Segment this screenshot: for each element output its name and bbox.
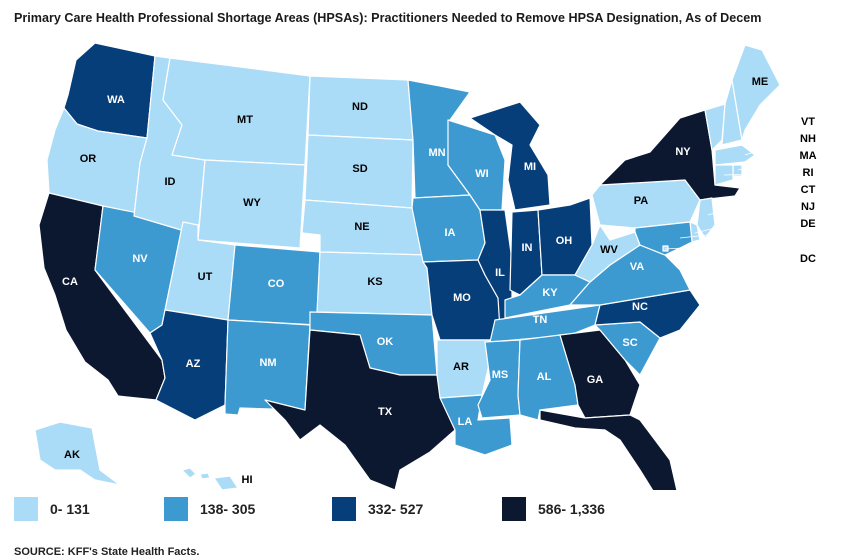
state-label-AK: AK: [64, 449, 80, 461]
state-MA[interactable]: [714, 144, 756, 166]
legend-swatch: [14, 497, 38, 521]
state-MD[interactable]: [634, 221, 693, 256]
state-CA[interactable]: [38, 192, 166, 401]
state-FL[interactable]: [539, 409, 678, 490]
legend-item-138-305[interactable]: 138- 305: [164, 497, 255, 521]
state-label-AR: AR: [453, 361, 469, 373]
state-label-MI: MI: [524, 161, 536, 173]
legend-label: 586- 1,336: [538, 501, 605, 517]
state-label-KY: KY: [542, 287, 558, 299]
legend-label: 0- 131: [50, 501, 90, 517]
legend-swatch: [164, 497, 188, 521]
state-AK[interactable]: [34, 421, 121, 486]
state-label-NJ: NJ: [801, 201, 815, 213]
state-label-HI: HI: [242, 474, 253, 486]
state-HI[interactable]: [181, 467, 239, 490]
state-DC[interactable]: [662, 245, 669, 252]
state-label-TN: TN: [533, 314, 548, 326]
map-title: Primary Care Health Professional Shortag…: [14, 11, 762, 25]
state-label-MN: MN: [428, 147, 445, 159]
state-label-DE: DE: [800, 218, 815, 230]
state-label-ME: ME: [752, 76, 769, 88]
state-label-MS: MS: [492, 369, 509, 381]
legend-swatch: [502, 497, 526, 521]
state-label-NC: NC: [632, 301, 648, 313]
state-label-MO: MO: [453, 292, 471, 304]
state-IL[interactable]: [477, 209, 513, 331]
state-label-WY: WY: [243, 197, 261, 209]
state-label-FL: FL: [613, 451, 627, 463]
state-ME[interactable]: [731, 44, 781, 141]
state-label-GA: GA: [587, 374, 604, 386]
state-label-IA: IA: [445, 227, 456, 239]
state-label-ND: ND: [352, 101, 368, 113]
state-label-LA: LA: [458, 416, 473, 428]
state-label-TX: TX: [378, 406, 393, 418]
state-label-CT: CT: [801, 184, 816, 196]
state-TX[interactable]: [264, 329, 456, 490]
state-label-KS: KS: [367, 276, 382, 288]
state-label-PA: PA: [634, 195, 649, 207]
state-label-CA: CA: [62, 276, 78, 288]
state-label-SC: SC: [622, 337, 637, 349]
state-label-NH: NH: [800, 133, 816, 145]
state-NY[interactable]: [599, 109, 741, 201]
state-label-UT: UT: [198, 271, 213, 283]
state-TN[interactable]: [489, 304, 601, 343]
state-WY[interactable]: [197, 159, 306, 249]
state-label-WV: WV: [600, 244, 618, 256]
state-label-OR: OR: [80, 153, 97, 165]
legend-swatch: [332, 497, 356, 521]
state-label-AL: AL: [537, 371, 552, 383]
state-label-MT: MT: [237, 114, 253, 126]
state-label-NY: NY: [675, 146, 691, 158]
state-label-DC: DC: [800, 253, 816, 265]
state-label-VT: VT: [801, 116, 815, 128]
state-label-RI: RI: [803, 167, 814, 179]
state-label-NE: NE: [354, 221, 369, 233]
state-label-WI: WI: [475, 168, 488, 180]
state-NJ[interactable]: [696, 197, 716, 239]
legend-label: 332- 527: [368, 501, 424, 517]
state-label-OH: OH: [556, 235, 573, 247]
state-label-AZ: AZ: [186, 358, 201, 370]
state-WV[interactable]: [574, 224, 641, 283]
state-label-ID: ID: [165, 176, 176, 188]
states-layer: [34, 42, 781, 490]
source-note: SOURCE: KFF's State Health Facts.: [14, 546, 200, 558]
state-label-MD: MD: [799, 236, 816, 248]
state-label-CO: CO: [268, 278, 285, 290]
state-label-SD: SD: [352, 163, 367, 175]
state-labels: WA OR CA NV ID MT WY UT AZ CO NM ND SD NE KS OK TX MN IA MO…: [62, 76, 817, 486]
state-label-WA: WA: [107, 94, 125, 106]
state-label-MA: MA: [799, 150, 816, 162]
label-leader-lines: [664, 121, 796, 250]
state-label-VA: VA: [630, 261, 645, 273]
legend-label: 138- 305: [200, 501, 256, 517]
state-MT[interactable]: [162, 57, 311, 166]
state-label-NM: NM: [259, 357, 276, 369]
us-choropleth-map: WA OR CA NV ID MT WY UT AZ CO NM ND SD NE KS OK TX MN IA MO…: [34, 42, 817, 490]
state-MI[interactable]: [469, 101, 551, 211]
state-label-NV: NV: [132, 253, 148, 265]
state-label-IN: IN: [522, 242, 533, 254]
legend-item-586-1336[interactable]: 586- 1,336: [502, 497, 605, 521]
legend-item-0-131[interactable]: 0- 131: [14, 497, 90, 521]
state-label-IL: IL: [495, 267, 505, 279]
legend-item-332-527[interactable]: 332- 527: [332, 497, 423, 521]
state-label-OK: OK: [377, 336, 394, 348]
